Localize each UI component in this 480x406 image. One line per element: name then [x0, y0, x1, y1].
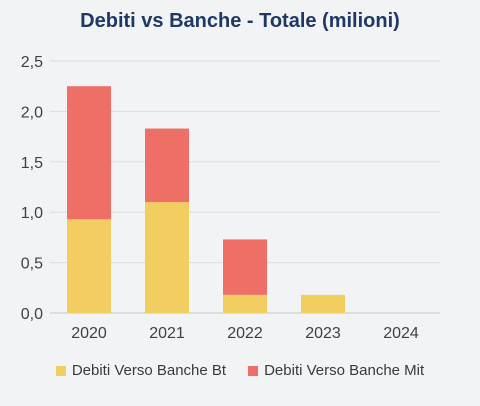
x-tick-label: 2021: [149, 325, 185, 342]
x-tick-label: 2022: [227, 325, 263, 342]
bar-bt-2022: [223, 294, 267, 313]
y-tick-label: 1,5: [21, 155, 43, 172]
legend-item-mit: Debiti Verso Banche Mit: [248, 362, 424, 379]
x-tick-label: 2024: [383, 325, 419, 342]
y-tick-label: 0,0: [21, 306, 43, 323]
bar-bt-2021: [145, 202, 189, 313]
legend-item-bt: Debiti Verso Banche Bt: [55, 362, 227, 379]
bar-bt-2023: [301, 294, 345, 313]
legend: Debiti Verso Banche Bt Debiti Verso Banc…: [0, 362, 480, 379]
y-tick-label: 1,0: [21, 205, 43, 222]
bar-mit-2022: [223, 239, 267, 295]
y-tick-label: 2,5: [21, 54, 43, 71]
y-tick-label: 2,0: [21, 104, 43, 121]
bar-mit-2020: [67, 86, 111, 220]
legend-swatch-mit: [248, 365, 259, 376]
bar-mit-2021: [145, 128, 189, 203]
legend-swatch-bt: [55, 365, 66, 376]
legend-label-mit: Debiti Verso Banche Mit: [264, 362, 425, 379]
y-tick-label: 0,5: [21, 256, 43, 273]
x-tick-label: 2023: [305, 325, 341, 342]
chart-title: Debiti vs Banche - Totale (milioni): [80, 10, 400, 32]
bar-bt-2020: [67, 219, 111, 313]
x-tick-label: 2020: [71, 325, 107, 342]
legend-label-bt: Debiti Verso Banche Bt: [71, 362, 227, 379]
